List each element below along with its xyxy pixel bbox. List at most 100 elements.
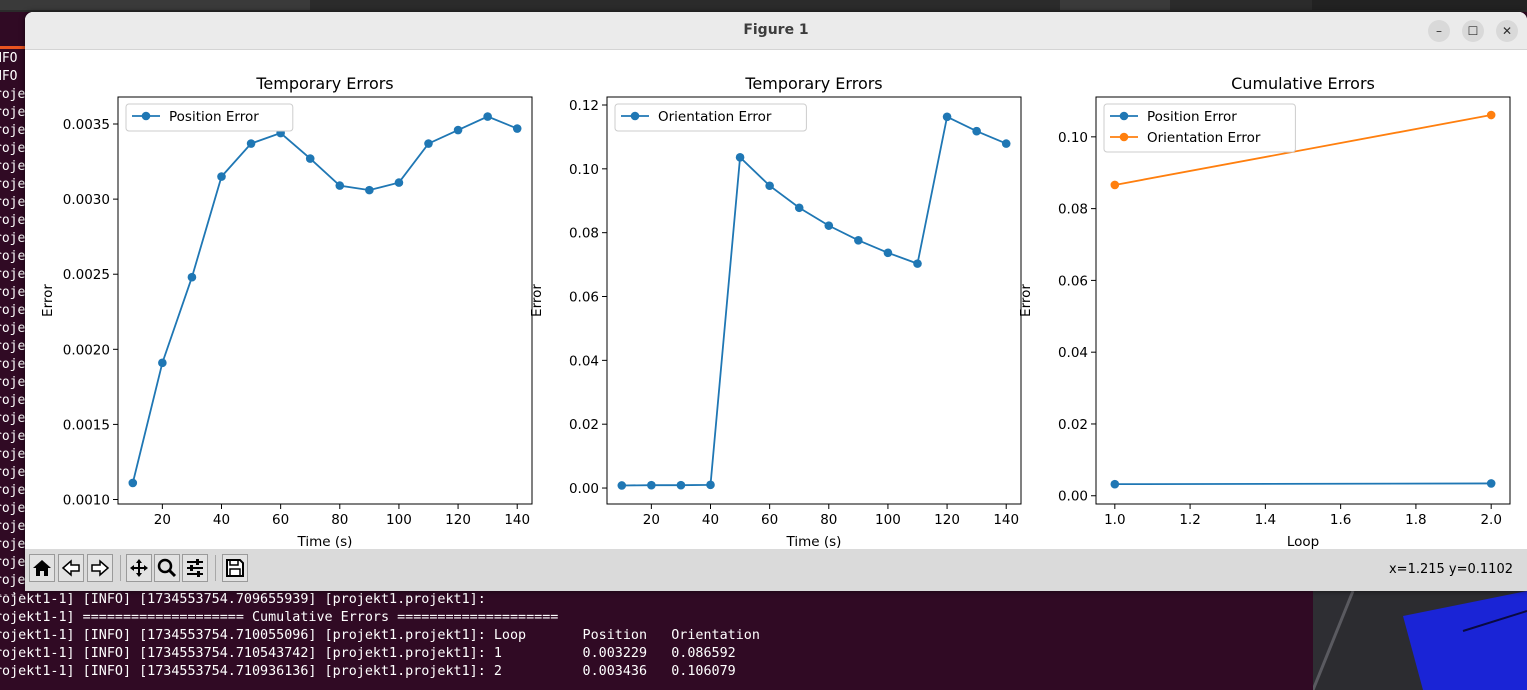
legend: Orientation Error [614,103,807,132]
terminal-fragment: roje [0,249,26,264]
terminal-fragment: roje [0,519,26,534]
y-tick-label: 0.02 [1058,417,1088,433]
series-line [621,115,1007,487]
y-tick-label: 0.02 [569,417,599,433]
back-button[interactable] [58,554,84,582]
y-axis-label: Error [1018,284,1034,317]
viewport-graphic [1313,591,1527,690]
title-bar[interactable]: Figure 1 – ☐ ✕ [25,12,1527,50]
toolbar-separator [120,555,121,581]
maximize-button[interactable]: ☐ [1462,20,1484,42]
terminal-fragment: roje [0,123,26,138]
y-tick-label: 0.10 [569,162,599,178]
terminal-fragment: roje [0,573,26,588]
series-line [131,115,518,484]
x-tick-label: 80 [331,512,348,528]
chart-title: Temporary Errors [255,74,393,93]
x-tick-label: 40 [702,512,719,528]
x-tick-label: 20 [154,512,171,528]
zoom-icon [157,558,177,578]
cursor-coordinates: x=1.215 y=0.1102 [1388,562,1513,577]
figure-window[interactable]: Figure 1 – ☐ ✕ Temporary Errors 20 40 60 80 1… [25,12,1527,591]
x-tick-label: 20 [643,512,660,528]
series-line [1114,482,1492,486]
data-point [706,480,715,490]
x-tick-label: 120 [934,512,960,528]
terminal-fragment: roje [0,105,26,120]
x-tick-label: 60 [272,512,289,528]
data-point [854,236,863,245]
data-point [647,480,656,490]
minimize-button[interactable]: – [1428,20,1450,42]
data-point [1110,479,1120,489]
y-tick-label: 0.0010 [63,492,110,508]
axes-frame [1095,96,1511,505]
window-title: Figure 1 [743,22,809,38]
legend-marker [141,111,151,121]
terminal-fragment: roje [0,303,26,318]
x-tick-label: 1.4 [1255,512,1276,528]
terminal-line: rojekt1-1] [INFO] [1734553754.709655939]… [0,592,486,607]
y-tick-label: 0.0015 [63,417,110,433]
close-button[interactable]: ✕ [1496,20,1518,42]
terminal-fragment: roje [0,590,26,595]
legend-marker [630,111,640,121]
data-point [735,153,745,162]
terminal-fragment: roje [0,447,26,462]
home-icon [33,560,51,576]
y-tick-label: 0.00 [569,481,599,497]
forward-button[interactable] [87,554,113,582]
legend-box [1103,103,1296,153]
data-point [824,221,834,230]
background-3d-viewport [1313,591,1527,690]
y-tick-label: 0.04 [569,353,599,369]
pan-button[interactable] [126,554,152,582]
terminal-fragment: roje [0,195,26,210]
axes-frame [606,96,1022,505]
data-point [676,480,686,490]
y-tick-label: 0.0035 [63,117,110,133]
terminal-fragment: roje [0,501,26,516]
x-axis-label: Loop [1287,534,1319,550]
legend-box [614,103,807,132]
configure-subplots-button[interactable] [182,554,208,582]
x-tick-label: 100 [875,512,901,528]
save-button[interactable] [222,554,248,582]
legend-marker [1119,111,1129,121]
x-tick-label: 60 [761,512,778,528]
x-tick-label: 140 [504,512,530,528]
series-line [1114,114,1492,186]
navigation-toolbar: x=1.215 y=0.1102 [25,549,1527,591]
data-point [617,481,627,490]
y-tick-label: 0.0030 [63,192,110,208]
terminal-line: rojekt1-1] ==================== Cumulati… [0,610,559,625]
terminal-fragment: roje [0,375,26,390]
y-tick-label: 0.06 [1058,273,1088,289]
legend-marker [1119,132,1129,142]
legend-label: Position Error [1147,109,1237,125]
zoom-button[interactable] [154,554,180,582]
data-point [512,124,522,133]
terminal-fragment: roje [0,411,26,426]
y-tick-label: 0.08 [569,226,599,242]
data-point [217,172,226,181]
data-point [765,181,774,191]
data-point [883,248,893,258]
terminal-fragment: roje [0,537,26,552]
configure-subplots-icon [187,559,203,577]
legend-box [125,103,294,132]
x-tick-label: 80 [820,512,837,528]
terminal-fragment: roje [0,285,26,300]
home-button[interactable] [29,554,55,582]
x-tick-label: 1.2 [1179,512,1200,528]
subplot-1: Temporary Errors 20 40 60 80 100 120 140 0.0010 0… [40,74,533,550]
terminal-fragment: roje [0,141,26,156]
data-point [394,178,404,187]
y-tick-label: 0.0020 [63,342,110,358]
plot-canvas[interactable]: Temporary Errors 20 40 60 80 100 120 140 0.0010 0… [25,50,1527,550]
data-point [1486,110,1496,120]
legend-label: Orientation Error [658,109,772,125]
forward-icon [91,559,110,577]
terminal-fragment: roje [0,267,26,282]
y-tick-label: 0.04 [1058,345,1088,361]
